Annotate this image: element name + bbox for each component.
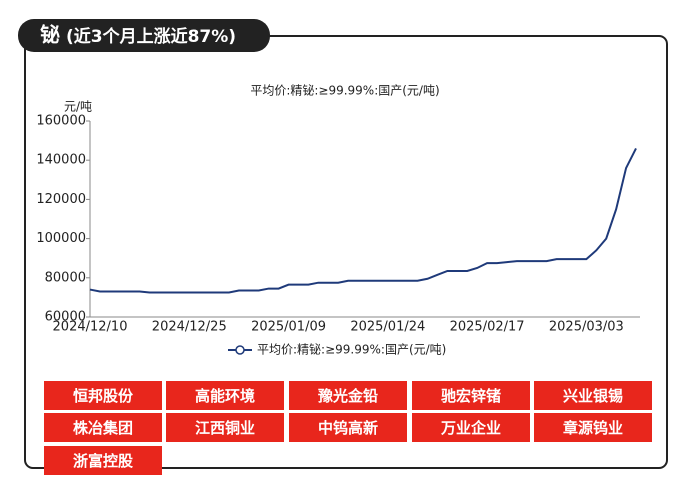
legend-label: 平均价:精铋:≥99.99%:国产(元/吨) [257, 342, 446, 357]
company-tag: 万业企业 [412, 413, 530, 442]
y-axis-label: 元/吨 [64, 100, 92, 114]
company-tag: 高能环境 [166, 381, 284, 410]
line-series [89, 147, 637, 294]
header-badge-text: 铋 [40, 23, 60, 47]
company-tag: 中钨高新 [289, 413, 407, 442]
x-tick-label: 2024/12/10 [53, 320, 128, 335]
company-tag: 江西铜业 [166, 413, 284, 442]
x-tick-label: 2025/01/24 [350, 320, 425, 335]
company-tag: 浙富控股 [44, 446, 162, 475]
y-tick-label: 80000 [45, 270, 86, 285]
frame [24, 35, 668, 469]
y-tick-label: 100000 [36, 231, 86, 246]
y-tick-label: 120000 [36, 192, 86, 207]
company-tag: 株冶集团 [44, 413, 162, 442]
company-tag: 豫光金铅 [289, 381, 407, 410]
header-badge [18, 19, 270, 52]
x-tick-label: 2025/02/17 [450, 320, 525, 335]
header-title: (近3个月上涨近87%) [66, 26, 236, 47]
company-tag: 驰宏锌锗 [412, 381, 530, 410]
company-tag: 兴业银锡 [534, 381, 652, 410]
y-tick-label: 60000 [45, 310, 86, 325]
y-tick-label: 140000 [36, 153, 86, 168]
x-tick-label: 2025/03/03 [549, 320, 624, 335]
y-tick-label: 160000 [36, 114, 86, 129]
chart-title: 平均价:精铋:≥99.99%:国产(元/吨) [250, 83, 439, 98]
company-tag: 章源钨业 [534, 413, 652, 442]
x-tick-label: 2024/12/25 [152, 320, 227, 335]
company-tag: 恒邦股份 [44, 381, 162, 410]
legend-marker [235, 345, 245, 355]
x-tick-label: 2025/01/09 [251, 320, 326, 335]
